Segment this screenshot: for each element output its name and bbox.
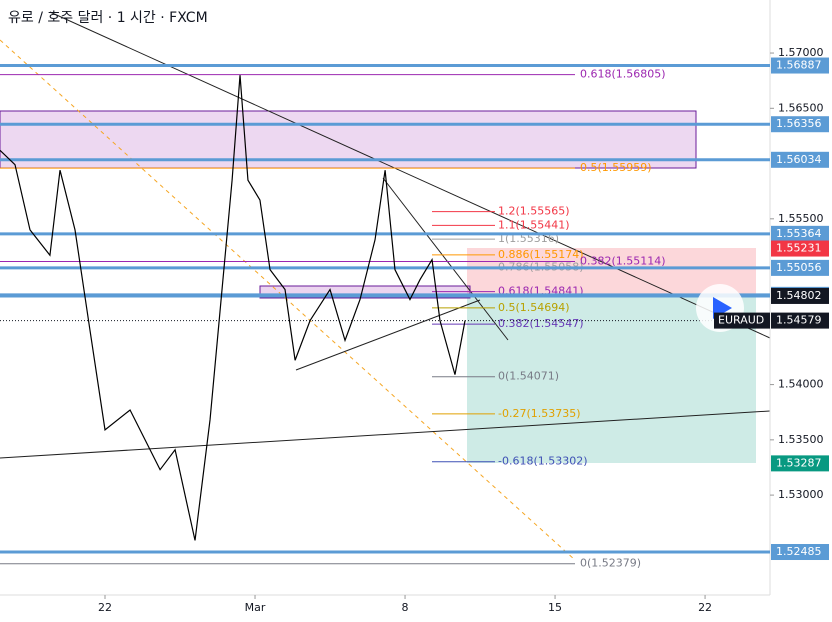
level-tag <box>771 116 829 133</box>
x-tick-label: 22 <box>698 601 712 614</box>
level-tag-label: 1.54802 <box>776 289 822 302</box>
symbol-tag <box>714 312 770 329</box>
level-tag-label: 1.56356 <box>776 117 822 130</box>
level-tag <box>771 287 829 304</box>
x-tick-label: 22 <box>98 601 112 614</box>
fib-label: 0.382(1.55114) <box>580 254 666 267</box>
fib-label: 1.1(1.55441) <box>498 218 570 231</box>
x-tick-label: 15 <box>548 601 562 614</box>
level-tag <box>771 57 829 74</box>
price-tag <box>771 240 829 257</box>
y-tick-label: 1.53000 <box>778 488 824 501</box>
level-tag-label: 1.55364 <box>776 227 822 240</box>
x-tick-label: Mar <box>245 601 266 614</box>
fib-label: 0.618(1.56805) <box>580 68 666 81</box>
level-tag <box>771 151 829 168</box>
price-tag <box>771 455 829 472</box>
fib-label: 1(1.55316) <box>498 232 559 245</box>
x-tick-label: 8 <box>402 601 409 614</box>
price-tag-label: 1.53287 <box>776 456 822 469</box>
current-tag <box>771 312 829 329</box>
fib-label: 0.886(1.55174) <box>498 248 584 261</box>
fib-label: 0(1.54071) <box>498 370 559 383</box>
fib-label: 0(1.52379) <box>580 557 641 570</box>
level-tag <box>771 544 829 561</box>
current-tag-label: 1.54579 <box>776 314 822 327</box>
trend-line <box>382 177 509 341</box>
price-tag-label: 1.55231 <box>776 242 822 255</box>
fib-label: 1.2(1.55565) <box>498 205 570 218</box>
y-tick-label: 1.56500 <box>778 101 824 114</box>
y-tick-label: 1.53500 <box>778 433 824 446</box>
level-tag-label: 1.56887 <box>776 59 822 72</box>
fib-label: -0.618(1.53302) <box>498 455 588 468</box>
level-tag <box>771 225 829 242</box>
y-tick-label: 1.57000 <box>778 46 824 59</box>
y-tick-label: 1.54000 <box>778 378 824 391</box>
fib-label: 0.5(1.54694) <box>498 301 570 314</box>
level-tag <box>771 259 829 276</box>
fib-label: -0.27(1.53735) <box>498 407 581 420</box>
symbol-tag-label: EURAUD <box>718 314 764 327</box>
trend-line <box>295 299 481 371</box>
chart-title: 유로 / 호주 달러 · 1 시간 · FXCM <box>8 10 208 26</box>
trend-line <box>0 39 576 561</box>
fib-label: 0.5(1.55959) <box>580 161 652 174</box>
level-tag-label: 1.55056 <box>776 261 822 274</box>
fib-label: 0.382(1.54547) <box>498 317 584 330</box>
level-tag-label: 1.52485 <box>776 545 822 558</box>
stop-zone <box>467 248 756 295</box>
trend-line <box>0 410 771 459</box>
level-tag-label: 1.56034 <box>776 153 822 166</box>
price-line <box>0 75 466 541</box>
y-tick-label: 1.55500 <box>778 212 824 225</box>
